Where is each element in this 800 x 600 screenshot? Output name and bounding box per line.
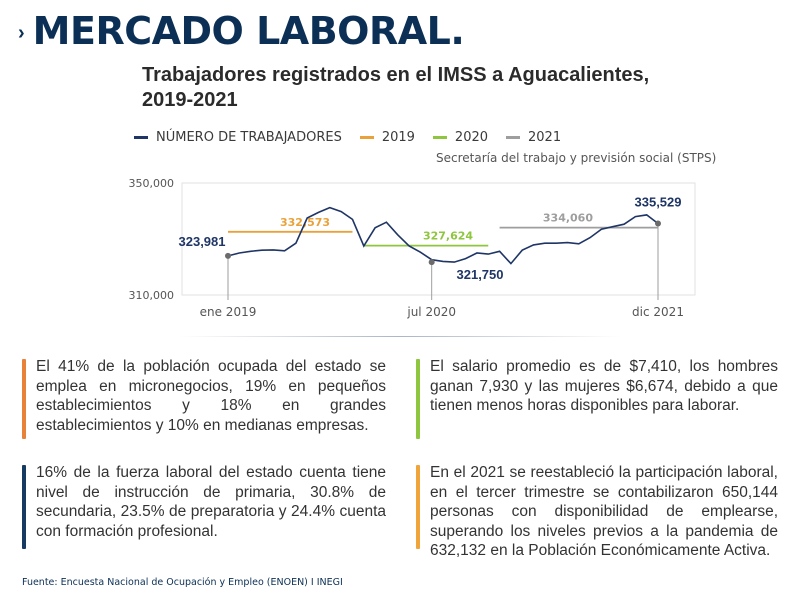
source-footer: Fuente: Encuesta Nacional de Ocupación y… [22, 577, 343, 588]
legend-label-2019: 2019 [381, 130, 415, 145]
legend-swatch-2019 [359, 136, 374, 139]
x-tick-label: jul 2020 [406, 305, 456, 319]
legend-label-2021: 2021 [528, 130, 562, 145]
y-tick-label: 350,000 [129, 177, 175, 190]
series-line-workers [227, 206, 659, 265]
note-bottom-left: 16% de la fuerza laboral del estado cuen… [22, 463, 386, 549]
average-label-2020: 327,624 [423, 230, 473, 243]
average-label-2021: 334,060 [543, 212, 593, 225]
marker-value-label: 323,981 [179, 234, 226, 249]
legend-label-workers: NÚMERO DE TRABAJADORES [156, 130, 342, 145]
note-top-left: El 41% de la población ocupada del estad… [22, 357, 386, 439]
legend-item-2019: 2019 [359, 130, 415, 145]
chevron-right-icon: › [18, 21, 25, 44]
legend-swatch-2020 [432, 136, 447, 139]
note-text: El salario promedio es de $7,410, los ho… [430, 358, 778, 414]
note-accent-bar [22, 359, 26, 439]
note-accent-bar [416, 359, 420, 439]
legend-swatch-2021 [506, 136, 521, 139]
legend-item-2020: 2020 [432, 130, 489, 145]
chart-title: Trabajadores registrados en el IMSS a Ag… [142, 64, 650, 111]
note-accent-bar [416, 465, 420, 549]
legend-item-workers: NÚMERO DE TRABAJADORES [134, 130, 342, 145]
marker-value-label: 335,529 [635, 195, 682, 210]
chart-legend: NÚMERO DE TRABAJADORES 2019 2020 2021 [134, 130, 579, 145]
y-tick-label: 310,000 [129, 289, 175, 302]
plot-area [181, 182, 696, 296]
note-top-right: El salario promedio es de $7,410, los ho… [416, 357, 778, 439]
page-title: MERCADO LABORAL. [32, 9, 465, 53]
value-markers: 323,981 321,750 335,529 [179, 195, 682, 300]
page-header: › MERCADO LABORAL. [18, 8, 465, 54]
section-divider [180, 336, 620, 337]
marker-dot [225, 252, 231, 259]
axis-ticks: 350,000 310,000 ene 2019 jul 2020 dic 2021 [129, 177, 684, 319]
x-tick-label: dic 2021 [632, 305, 684, 319]
note-text: En el 2021 se reestableció la participac… [430, 464, 778, 559]
note-text: El 41% de la población ocupada del estad… [36, 358, 386, 434]
note-bottom-right: En el 2021 se reestableció la participac… [416, 463, 778, 561]
legend-swatch-workers [134, 136, 148, 139]
note-text: 16% de la fuerza laboral del estado cuen… [36, 464, 386, 540]
legend-label-2020: 2020 [454, 130, 489, 145]
legend-item-2021: 2021 [506, 130, 561, 145]
marker-dot [428, 259, 435, 266]
x-tick-label: ene 2019 [200, 305, 257, 319]
marker-value-label: 321,750 [457, 267, 504, 282]
note-accent-bar [22, 465, 26, 549]
chart-source-label: Secretaría del trabajo y previsión socia… [436, 151, 717, 165]
marker-dot [655, 220, 661, 227]
